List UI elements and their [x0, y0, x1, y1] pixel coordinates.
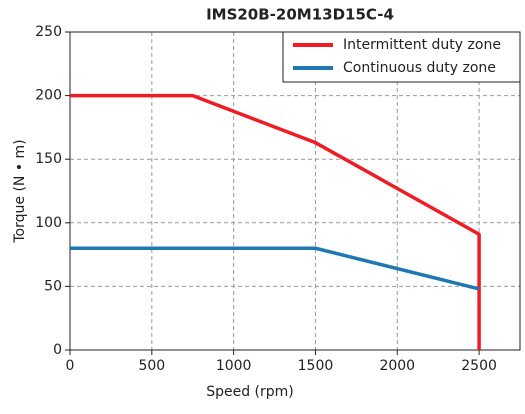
y-tick-label: 250: [35, 24, 62, 40]
y-tick-label: 100: [35, 215, 62, 231]
x-tick-label: 2500: [461, 358, 497, 374]
x-tick-label: 1000: [216, 358, 252, 374]
x-tick-label: 500: [138, 358, 165, 374]
series-line: [70, 93, 481, 350]
legend-label: Continuous duty zone: [343, 60, 496, 76]
x-tick-label: 2000: [379, 358, 415, 374]
x-tick-label: 0: [66, 358, 75, 374]
series-line: [70, 246, 480, 291]
y-tick-label: 150: [35, 151, 62, 167]
legend-box: [282, 31, 521, 83]
y-tick-label: 50: [44, 278, 62, 294]
x-tick-label: 1500: [298, 358, 334, 374]
chart-title: IMS20B-20M13D15C-4: [206, 6, 394, 24]
y-axis-label: Torque (N • m): [12, 139, 28, 243]
x-axis-label: Speed (rpm): [206, 384, 294, 400]
y-tick-label: 200: [35, 88, 62, 104]
y-tick-label: 0: [53, 342, 62, 358]
legend-label: Intermittent duty zone: [343, 37, 501, 53]
